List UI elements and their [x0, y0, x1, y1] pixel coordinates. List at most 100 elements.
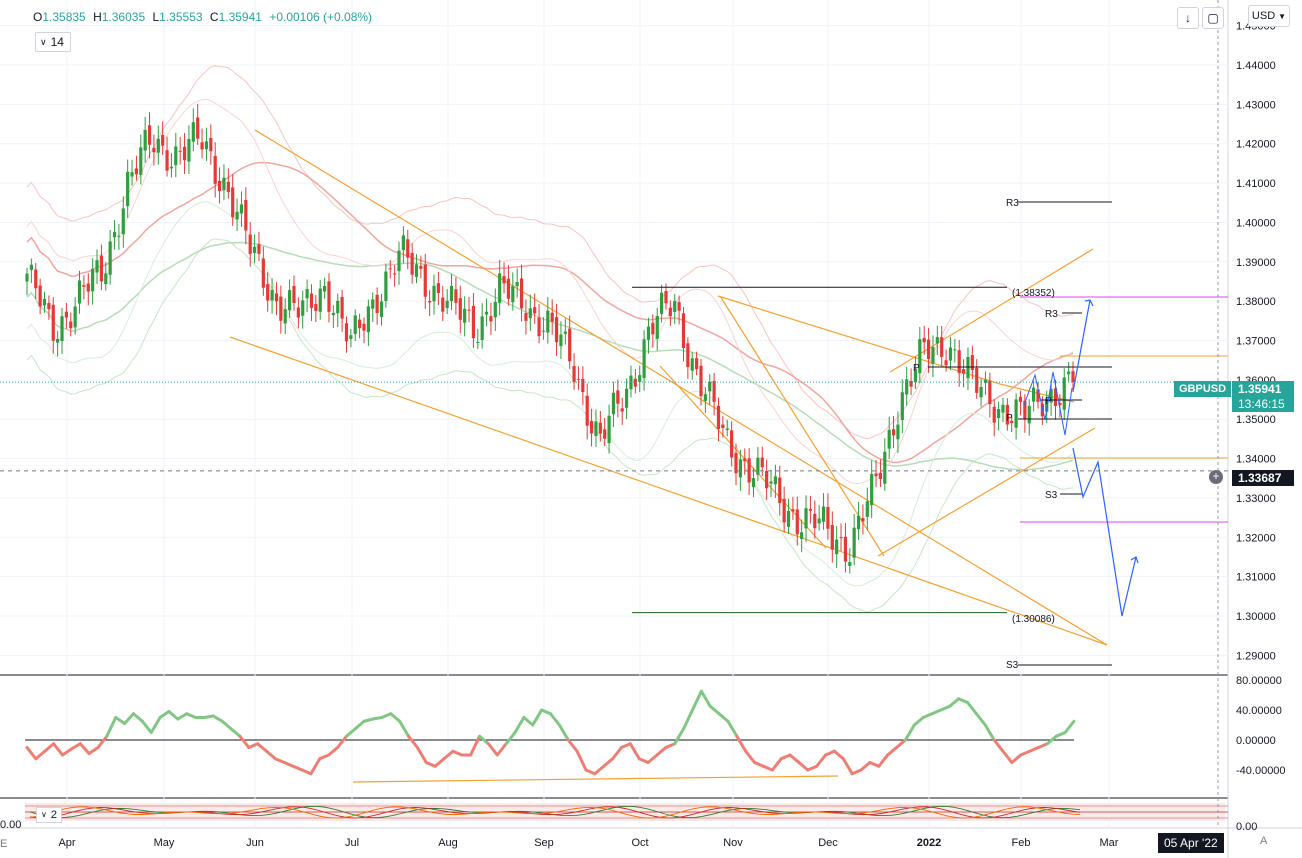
- candle-body: [695, 358, 699, 370]
- osc-segment: [966, 701, 978, 716]
- candle-body: [594, 421, 598, 436]
- osc-segment: [318, 753, 331, 761]
- candle-body: [940, 337, 944, 357]
- candle-body: [274, 293, 279, 302]
- candle-body: [323, 286, 327, 292]
- candle-body: [279, 296, 283, 321]
- osc-segment: [744, 749, 757, 764]
- candle-body: [353, 315, 357, 334]
- candle-body: [773, 476, 777, 485]
- osc-segment: [824, 749, 836, 757]
- osc-segment: [1019, 749, 1032, 757]
- osc-segment: [664, 742, 677, 749]
- candle-body: [428, 300, 432, 303]
- fullscreen-button[interactable]: ▢: [1202, 7, 1224, 29]
- osc-segment: [451, 749, 464, 757]
- stoch-period: 2: [50, 809, 57, 821]
- level-label: R3: [1006, 198, 1019, 209]
- stoch-tick-label: 0.00: [1236, 821, 1257, 833]
- candle-body: [603, 429, 607, 439]
- candle-body: [900, 392, 904, 420]
- time-axis: Apr May Jun Jul Aug Sep Oct Nov Dec 2022 Feb Mar: [58, 0, 1219, 849]
- candle-body: [200, 142, 204, 150]
- download-button[interactable]: ↓: [1177, 7, 1199, 29]
- osc-segment: [939, 704, 952, 712]
- candle-body: [765, 470, 769, 489]
- currency-select[interactable]: USD ▼: [1248, 5, 1290, 27]
- wedge-zigzag: [1023, 371, 1073, 436]
- osc-segment: [114, 716, 127, 725]
- candle-body: [821, 506, 826, 522]
- candle-body: [953, 349, 957, 351]
- osc-segment: [655, 746, 668, 757]
- chevron-down-icon: ▼: [1278, 11, 1287, 21]
- osc-segment: [131, 712, 144, 723]
- candle-body: [730, 430, 734, 458]
- osc-divergence-line: [352, 775, 839, 783]
- candle-body: [1062, 377, 1066, 410]
- oscillator-pane: [25, 689, 1076, 783]
- osc-segment: [140, 719, 153, 734]
- candle-body: [926, 339, 931, 360]
- osc-segment: [34, 749, 47, 761]
- candle-body: [340, 297, 344, 319]
- indicator-period-toggle[interactable]: ∨ 14: [35, 32, 71, 52]
- osc-segment: [957, 697, 970, 704]
- symbol-price-tag: GBPUSD: [1174, 381, 1232, 397]
- candle-body: [734, 452, 738, 474]
- osc-segment: [895, 738, 907, 749]
- osc-segment: [398, 719, 411, 738]
- candle-body: [747, 458, 751, 483]
- candle-body: [318, 288, 322, 312]
- auto-scale-button[interactable]: A: [1260, 835, 1268, 847]
- candle-body: [703, 394, 707, 401]
- candle-body: [835, 539, 839, 555]
- candle-body: [690, 358, 694, 371]
- candle-body: [95, 260, 99, 273]
- candle-body: [655, 316, 659, 339]
- candle-body: [161, 134, 165, 146]
- price-tick-label: 1.29000: [1236, 650, 1276, 662]
- candle-body: [432, 285, 436, 302]
- price-tick-label: 1.31000: [1236, 572, 1276, 584]
- price-tick-label: 1.40000: [1236, 217, 1276, 229]
- outer-upper-band: [26, 98, 1074, 485]
- level-label: (1.30086): [1012, 614, 1055, 625]
- osc-segment: [273, 757, 286, 764]
- crosshair-price-tag: 1.33687: [1232, 470, 1294, 486]
- price-tick-label: 1.44000: [1236, 60, 1276, 72]
- osc-segment: [531, 708, 544, 727]
- osc-segment: [992, 738, 1005, 753]
- candle-body: [134, 168, 139, 175]
- ohlc-legend: O1.35835 H1.36035 L1.35553 C1.35941 +0.0…: [33, 10, 376, 24]
- crosshair-date-tag: 05 Apr '22: [1158, 833, 1224, 853]
- time-tick-label: Dec: [818, 837, 838, 849]
- candle-body: [489, 316, 493, 322]
- osc-segment: [682, 708, 694, 731]
- candle-body: [287, 290, 292, 311]
- time-tick-label: 2022: [917, 837, 941, 849]
- candle-body: [992, 406, 996, 423]
- osc-segment: [788, 753, 801, 764]
- candle-body: [441, 297, 445, 312]
- osc-segment: [300, 768, 313, 776]
- stoch-period-toggle[interactable]: ∨ 2: [36, 807, 62, 823]
- add-plus-icon[interactable]: +: [1209, 470, 1223, 484]
- time-tick-label: Mar: [1100, 837, 1119, 849]
- candle-body: [646, 326, 651, 340]
- price-tick-label: 1.30000: [1236, 611, 1276, 623]
- time-tick-label: Oct: [631, 837, 648, 849]
- candle-body: [1071, 371, 1075, 383]
- candle-body: [830, 525, 834, 550]
- candle-body: [231, 187, 235, 218]
- osc-segment: [557, 723, 570, 742]
- candle-body: [56, 338, 60, 343]
- osc-segment: [646, 753, 659, 764]
- candle-body: [541, 330, 546, 332]
- candle-body: [568, 328, 572, 362]
- level-label: S3: [1045, 490, 1058, 501]
- osc-segment: [291, 764, 304, 772]
- candle-body: [336, 300, 340, 314]
- osc-segment: [1001, 749, 1014, 764]
